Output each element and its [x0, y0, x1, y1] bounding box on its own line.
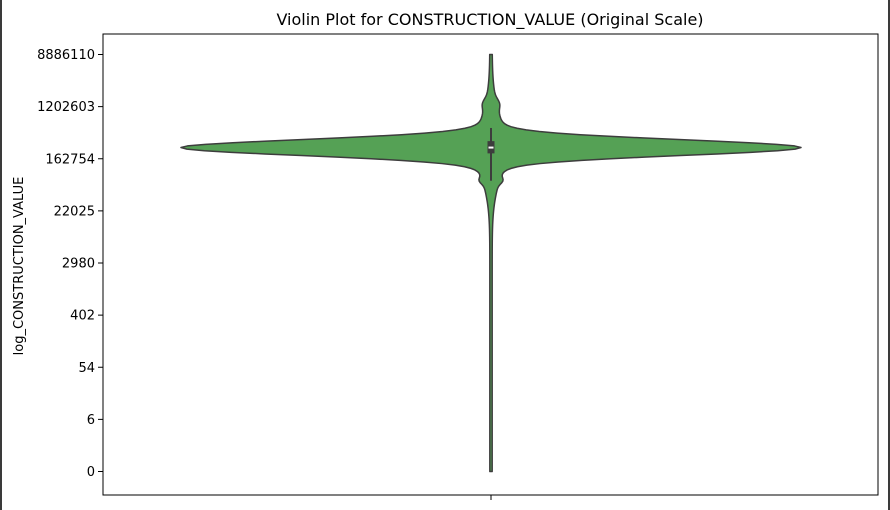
y-tick-label: 6 [87, 413, 95, 428]
y-axis-label: log_CONSTRUCTION_VALUE [12, 177, 27, 356]
y-tick-label: 162754 [45, 152, 95, 167]
y-tick-label: 54 [78, 361, 95, 376]
y-tick-label: 22025 [54, 204, 95, 219]
y-tick-label: 8886110 [37, 48, 95, 63]
y-tick-label: 0 [87, 465, 95, 480]
y-tick-label: 1202603 [37, 100, 95, 115]
y-axis-ticks: 8886110 1202603 162754 22025 2980 402 54 6 0 [37, 48, 492, 500]
violin-group [180, 53, 802, 473]
y-tick-label: 402 [70, 309, 95, 324]
chart-title: Violin Plot for CONSTRUCTION_VALUE (Orig… [276, 10, 703, 30]
violin-body [180, 53, 802, 473]
y-tick-label: 2980 [62, 257, 95, 272]
